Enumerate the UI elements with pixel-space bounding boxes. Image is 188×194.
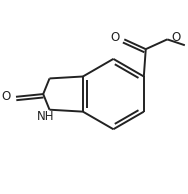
- Text: NH: NH: [37, 110, 54, 123]
- Text: O: O: [171, 31, 181, 44]
- Text: O: O: [2, 90, 11, 103]
- Text: O: O: [111, 31, 120, 44]
